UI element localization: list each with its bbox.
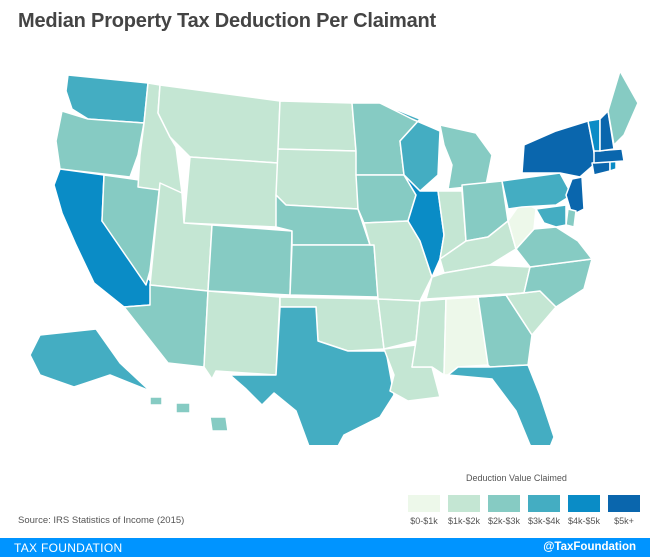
legend-item: $4k-$5k [564, 495, 604, 526]
source-note: Source: IRS Statistics of Income (2015) [18, 515, 185, 526]
footer-bar: TAX FOUNDATION @TaxFoundation [0, 538, 650, 557]
legend-item: $0-$1k [404, 495, 444, 526]
legend-item: $2k-$3k [484, 495, 524, 526]
legend-item: $1k-$2k [444, 495, 484, 526]
legend-swatch-2 [488, 495, 520, 512]
footer-brand: TAX FOUNDATION [14, 541, 123, 555]
chart-title: Median Property Tax Deduction Per Claima… [18, 10, 436, 32]
legend-title: Deduction Value Claimed [466, 473, 567, 483]
state-nd [277, 100, 357, 152]
legend-swatch-1 [448, 495, 480, 512]
legend-label: $5k+ [614, 516, 634, 526]
state-ia [355, 174, 417, 224]
state-il [403, 174, 445, 278]
legend-label: $4k-$5k [567, 516, 601, 526]
legend-swatch-4 [568, 495, 600, 512]
legend-item: $5k+ [604, 495, 644, 526]
state-sd [275, 148, 359, 210]
state-de [565, 208, 577, 228]
state-or [55, 110, 145, 178]
state-mi [439, 124, 493, 190]
state-ks [289, 244, 379, 298]
legend-swatch-5 [608, 495, 640, 512]
state-ny [521, 120, 597, 178]
state-hi [149, 396, 229, 432]
legend-label: $2k-$3k [487, 516, 521, 526]
legend-label: $1k-$2k [447, 516, 481, 526]
state-nh [599, 110, 615, 152]
legend-swatches: $0-$1k $1k-$2k $2k-$3k $3k-$4k $4k-$5k $… [404, 495, 644, 526]
state-nj [565, 176, 585, 216]
legend-swatch-3 [528, 495, 560, 512]
legend-label: $3k-$4k [527, 516, 561, 526]
state-fl [447, 364, 555, 445]
state-pa [501, 172, 573, 210]
state-tx [229, 306, 395, 445]
state-ar [377, 298, 421, 350]
state-md [535, 204, 567, 228]
state-me [607, 70, 639, 146]
state-co [207, 224, 293, 296]
us-map [0, 45, 650, 445]
legend-item: $3k-$4k [524, 495, 564, 526]
state-nm [203, 290, 281, 380]
us-map-svg [29, 70, 639, 445]
state-ak [29, 328, 151, 392]
footer-handle[interactable]: @TaxFoundation [543, 541, 636, 553]
legend-swatch-0 [408, 495, 440, 512]
state-wy [183, 156, 279, 228]
legend-label: $0-$1k [410, 516, 438, 526]
